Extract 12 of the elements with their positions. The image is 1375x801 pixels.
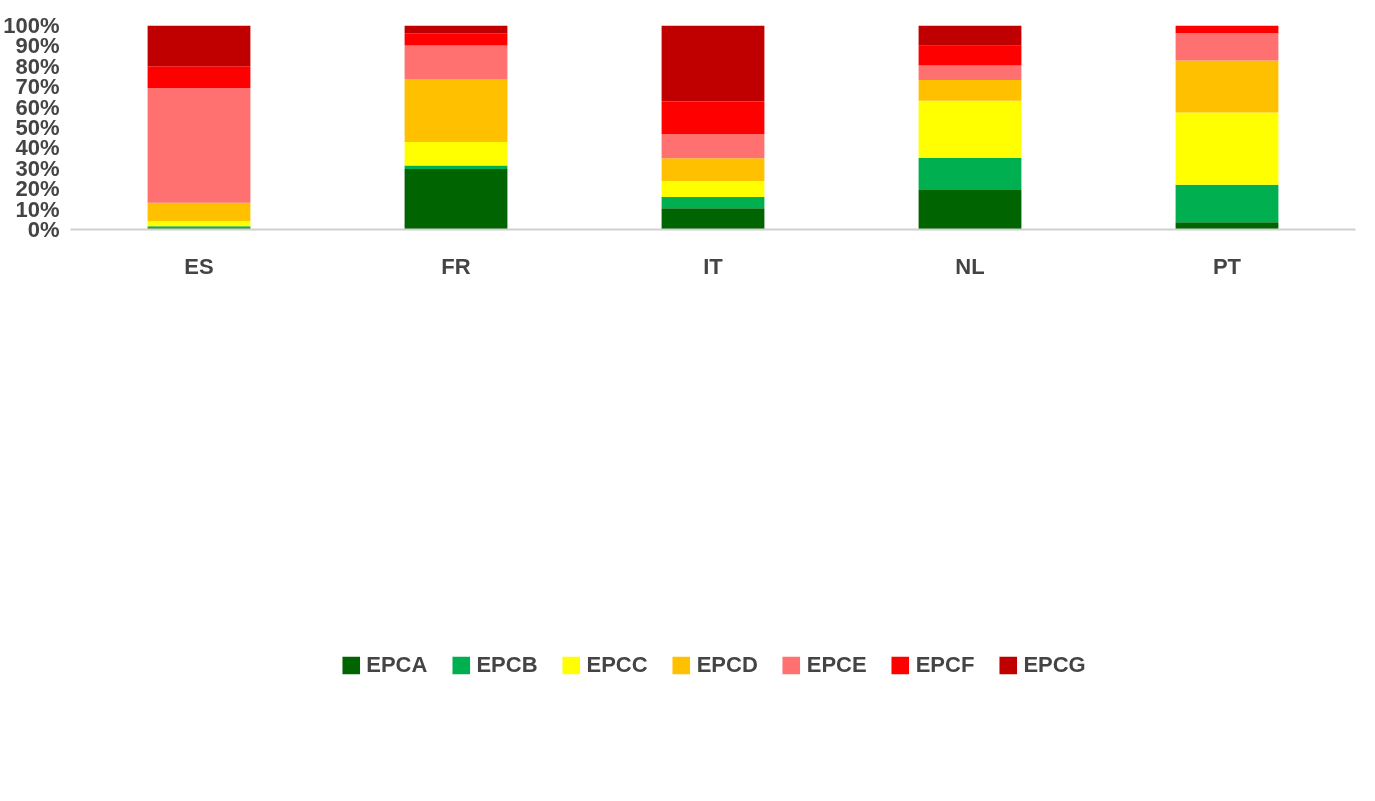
x-tick-label: ES: [184, 253, 214, 279]
legend-label: EPCF: [915, 651, 975, 678]
legend-label: EPCB: [476, 651, 538, 678]
legend-label: EPCC: [586, 651, 648, 678]
legend-label: EPCD: [696, 651, 758, 678]
x-tick-label: IT: [703, 253, 724, 279]
legend-label: EPCG: [1023, 651, 1086, 678]
legend-label: EPCE: [806, 651, 867, 678]
legend-label: EPCA: [366, 651, 428, 678]
x-tick-label: NL: [955, 253, 985, 279]
x-tick-label: FR: [441, 253, 471, 279]
x-tick-label: PT: [1212, 253, 1242, 279]
